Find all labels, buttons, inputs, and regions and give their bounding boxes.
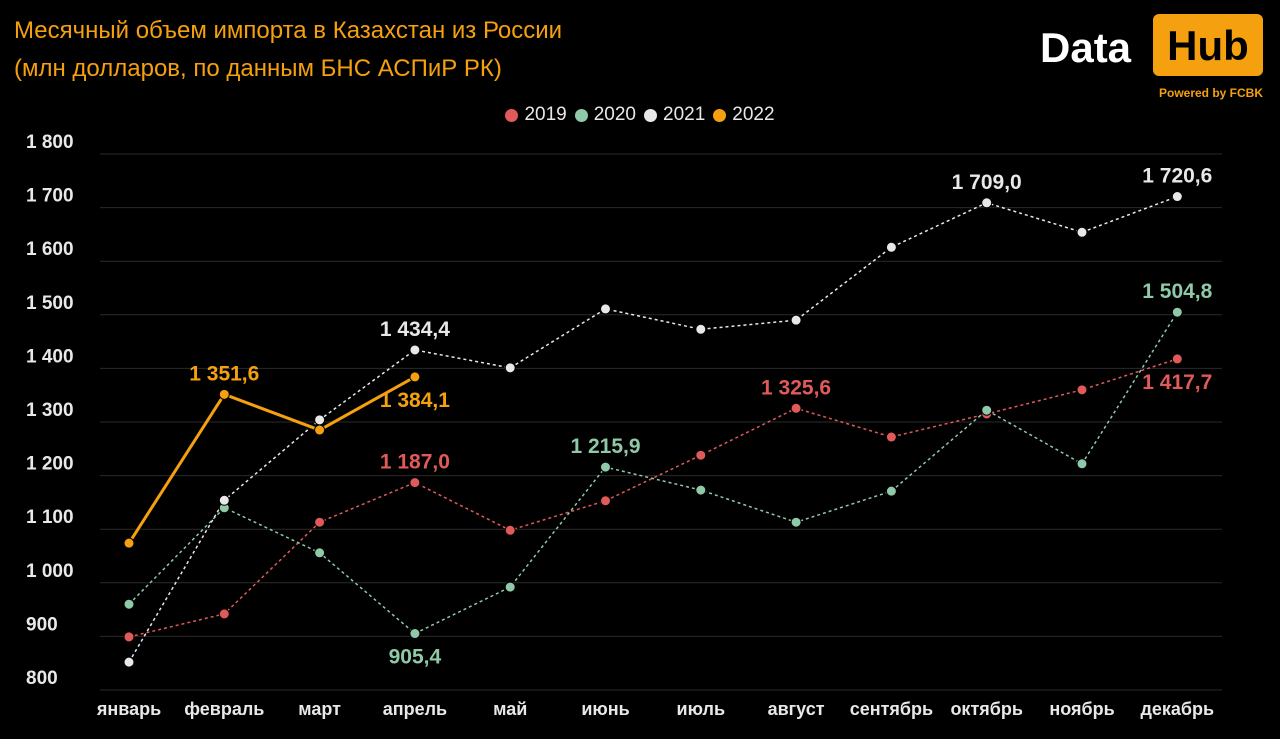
data-point-2019 <box>218 608 230 620</box>
legend-marker <box>574 108 588 122</box>
data-label-2022: 1 351,6 <box>189 362 259 385</box>
data-point-2021 <box>1171 191 1183 203</box>
x-tick-label: май <box>493 699 527 719</box>
x-tick-label: ноябрь <box>1049 699 1114 719</box>
data-point-2021 <box>123 656 135 668</box>
data-point-2019 <box>1171 353 1183 365</box>
data-point-2019 <box>314 516 326 528</box>
logo-hub: Hub <box>1153 14 1263 76</box>
data-point-2020 <box>314 547 326 559</box>
x-tick-label: декабрь <box>1140 699 1214 719</box>
data-label-2020: 1 215,9 <box>570 435 640 458</box>
legend-item-2021: 2021 <box>644 104 705 126</box>
x-tick-label: октябрь <box>950 699 1023 719</box>
legend-item-2020: 2020 <box>574 104 636 126</box>
y-tick-label: 800 <box>26 668 58 689</box>
data-label-2019: 1 325,6 <box>761 376 831 399</box>
data-point-2021 <box>504 362 516 374</box>
data-label-2021: 1 709,0 <box>952 171 1022 194</box>
x-tick-label: август <box>768 699 825 719</box>
legend-marker <box>713 108 727 122</box>
data-point-2022 <box>123 537 135 549</box>
data-point-2020 <box>409 628 421 640</box>
data-point-2022 <box>218 388 230 400</box>
data-label-2021: 1 720,6 <box>1142 165 1212 188</box>
data-point-2019 <box>409 477 421 489</box>
x-tick-label: апрель <box>383 699 447 719</box>
data-point-2019 <box>504 524 516 536</box>
data-point-2022 <box>314 424 326 436</box>
x-tick-label: февраль <box>184 699 264 719</box>
data-point-2020 <box>600 461 611 473</box>
legend-item-2019: 2019 <box>505 104 567 126</box>
data-point-2020 <box>1076 458 1088 470</box>
series-line-2019 <box>128 358 1178 638</box>
data-label-2022: 1 384,1 <box>380 389 450 412</box>
data-label-2019: 1 417,7 <box>1142 371 1212 394</box>
data-point-2020 <box>1171 306 1183 318</box>
legend-marker <box>644 108 657 122</box>
x-tick-label: март <box>298 699 341 719</box>
data-point-2019 <box>790 402 802 414</box>
y-tick-label: 1 700 <box>26 186 74 207</box>
data-point-2022 <box>409 371 421 383</box>
data-point-2021 <box>981 197 993 209</box>
x-tick-label: июль <box>677 699 726 719</box>
y-tick-label: 1 500 <box>26 293 74 314</box>
x-tick-label: сентябрь <box>850 699 933 719</box>
legend-item-2022: 2022 <box>713 104 775 126</box>
datahub-logo: Data Hub Powered by FCBK <box>1040 14 1265 104</box>
data-point-2020 <box>885 485 897 497</box>
legend: 2019 2020 2021 2022 <box>0 104 1280 128</box>
legend-label: 2020 <box>593 104 636 125</box>
data-point-2019 <box>695 449 707 461</box>
data-label-2021: 1 434,4 <box>380 318 450 341</box>
data-point-2019 <box>1076 384 1088 396</box>
title-line-2: (млн долларов, по данным БНС АСПиР РК) <box>14 55 502 82</box>
title-line-1: Месячный объем импорта в Казахстан из Ро… <box>14 17 563 44</box>
y-tick-label: 1 000 <box>26 561 74 582</box>
y-tick-label: 1 200 <box>26 454 74 475</box>
series-line-2022 <box>127 375 416 544</box>
series-line-2021 <box>128 195 1178 663</box>
data-label-2020: 905,4 <box>389 646 442 669</box>
data-point-2020 <box>504 581 516 593</box>
data-point-2021 <box>790 314 802 326</box>
data-point-2019 <box>123 631 135 643</box>
legend-label: 2021 <box>663 104 706 125</box>
x-tick-label: январь <box>96 699 161 719</box>
x-tick-label: июнь <box>581 699 629 719</box>
data-point-2021 <box>314 414 326 426</box>
y-tick-label: 900 <box>26 614 58 635</box>
data-point-2021 <box>600 303 611 315</box>
data-point-2021 <box>218 494 230 506</box>
data-label-2019: 1 187,0 <box>380 451 450 474</box>
data-point-2021 <box>695 323 707 335</box>
data-point-2019 <box>600 495 611 507</box>
logo-data: Data <box>1040 24 1132 71</box>
chart-title: Месячный объем импорта в Казахстан из Ро… <box>14 12 562 88</box>
logo-powered: Powered by FCBK <box>1158 86 1263 100</box>
data-point-2019 <box>885 431 897 443</box>
data-point-2020 <box>981 404 993 416</box>
y-tick-label: 1 400 <box>26 346 74 367</box>
series-line-2020 <box>128 311 1178 635</box>
legend-label: 2019 <box>524 104 567 125</box>
data-point-2021 <box>1076 226 1088 238</box>
legend-marker <box>505 108 519 122</box>
legend-label: 2022 <box>732 104 775 125</box>
data-point-2020 <box>123 598 135 610</box>
y-tick-label: 1 100 <box>26 507 74 528</box>
y-tick-label: 1 600 <box>26 239 74 260</box>
data-label-2020: 1 504,8 <box>1142 280 1212 303</box>
data-point-2020 <box>695 484 707 496</box>
y-tick-label: 1 300 <box>26 400 74 421</box>
y-tick-label: 1 800 <box>26 132 74 153</box>
data-point-2020 <box>790 516 802 528</box>
data-point-2021 <box>409 344 421 356</box>
data-point-2021 <box>885 241 897 253</box>
